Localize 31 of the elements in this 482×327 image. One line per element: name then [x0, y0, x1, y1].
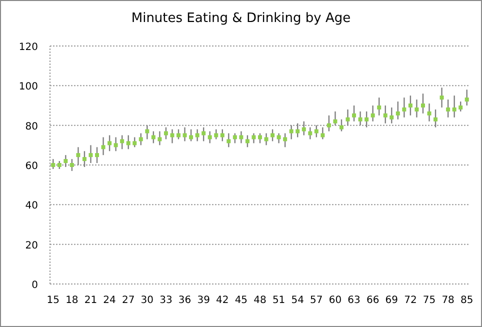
x-tick-label: 42 [216, 295, 229, 306]
y-tick-label: 40 [25, 200, 38, 212]
x-tick-label: 51 [272, 295, 286, 306]
x-tick-label: 48 [254, 295, 266, 306]
x-tick-label: 39 [197, 295, 210, 306]
x-tick-label: 75 [422, 295, 436, 306]
y-tick-label: 120 [18, 42, 38, 53]
x-tick-label: 45 [234, 295, 248, 306]
x-tick-label: 27 [122, 295, 135, 306]
x-tick-label: 78 [442, 295, 454, 306]
x-tick-label: 57 [310, 295, 323, 306]
x-tick-label: 15 [46, 295, 60, 306]
x-tick-label: 21 [84, 295, 98, 306]
x-tick-label: 69 [385, 295, 398, 306]
x-tick-label: 18 [66, 295, 78, 306]
y-tick-label: 80 [25, 121, 38, 132]
x-tick-label: 24 [103, 295, 116, 306]
x-tick-label: 66 [366, 295, 380, 306]
x-tick-label: 63 [348, 295, 360, 306]
y-tick-label: 20 [25, 240, 38, 252]
y-tick-label: 60 [25, 161, 38, 172]
x-tick-label: 30 [140, 295, 154, 306]
y-tick-label: 100 [18, 82, 38, 93]
chart-title: Minutes Eating & Drinking by Age [131, 11, 351, 26]
y-tick-label: 0 [32, 280, 38, 291]
x-tick-label: 54 [291, 295, 304, 306]
x-tick-label: 72 [404, 295, 417, 306]
x-tick-label: 85 [460, 295, 474, 306]
x-tick-label: 33 [160, 295, 172, 306]
x-tick-label: 36 [178, 295, 192, 306]
x-tick-label: 60 [328, 295, 342, 306]
